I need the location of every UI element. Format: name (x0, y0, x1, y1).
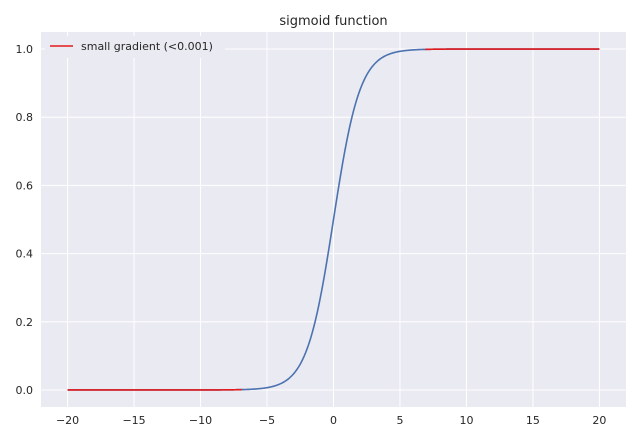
series-lines (67, 48, 600, 391)
legend: small gradient (<0.001) (45, 36, 225, 58)
y-tick-label: 0.2 (16, 316, 34, 329)
x-axis-ticks: −20 −15 −10 −5 0 5 10 15 20 (56, 414, 606, 427)
y-tick-label: 0.8 (16, 111, 34, 124)
legend-label: small gradient (<0.001) (81, 40, 213, 53)
grid-lines (41, 32, 626, 407)
chart-title: sigmoid function (279, 14, 387, 29)
legend-box (45, 36, 225, 58)
y-tick-label: 0.0 (16, 384, 34, 397)
x-tick-label: −5 (259, 414, 275, 427)
x-tick-label: −15 (122, 414, 145, 427)
x-tick-label: 20 (592, 414, 606, 427)
x-tick-label: 15 (526, 414, 540, 427)
x-tick-label: 5 (396, 414, 403, 427)
y-tick-label: 1.0 (16, 43, 34, 56)
y-tick-label: 0.6 (16, 179, 34, 192)
x-tick-label: −10 (189, 414, 212, 427)
y-axis-ticks: 0.0 0.2 0.4 0.6 0.8 1.0 (16, 43, 34, 397)
x-tick-label: 10 (459, 414, 473, 427)
x-tick-label: −20 (56, 414, 79, 427)
y-tick-label: 0.4 (16, 248, 34, 261)
x-tick-label: 0 (330, 414, 337, 427)
